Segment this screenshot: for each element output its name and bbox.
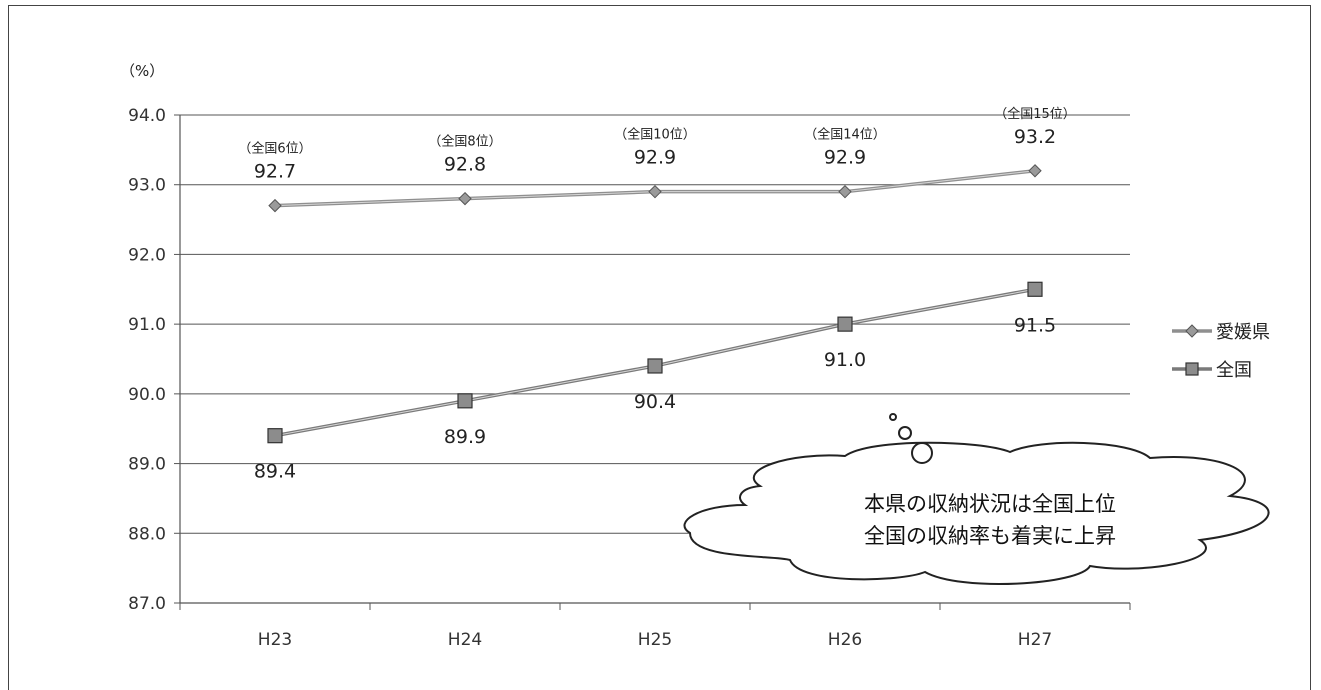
data-point-diamond (1028, 164, 1042, 178)
data-label: 90.4 (634, 391, 676, 413)
thought-bubble-small (889, 413, 897, 421)
data-label: 89.4 (254, 461, 296, 483)
data-point-square (837, 316, 853, 332)
y-tick-label: 92.0 (128, 245, 166, 265)
data-point-square (457, 393, 473, 409)
y-tick-label: 88.0 (128, 524, 166, 544)
data-label: 92.8 (444, 154, 486, 176)
data-label: 92.9 (634, 147, 676, 169)
x-tick-label: H23 (258, 630, 292, 650)
data-point-diamond (838, 184, 852, 199)
x-tick-label: H24 (448, 630, 482, 650)
y-tick-label: 89.0 (128, 455, 166, 475)
data-point-diamond (268, 198, 282, 213)
data-label: 89.9 (444, 426, 486, 448)
y-tick-label: 91.0 (128, 315, 166, 335)
x-tick-label: H25 (638, 630, 672, 650)
y-tick-label: 87.0 (128, 594, 166, 614)
axes: 87.0 88.0 89.0 90.0 91.0 92.0 93.0 94.0 H23 H24 H2… (120, 62, 1131, 650)
data-labels: 92.7 （全国6位） 92.8 （全国8位） 92.9 （全国10位） 92.9 （全国14… (238, 106, 1075, 483)
data-label: 92.7 (254, 161, 296, 183)
cloud-shape (683, 441, 1270, 586)
y-unit-label: （%） (120, 62, 164, 80)
data-point-square (1027, 281, 1043, 297)
y-tick-label: 94.0 (128, 106, 166, 126)
rank-label: （全国14位） (804, 127, 886, 143)
chart-frame (8, 5, 1311, 690)
cloud-text-line: 本県の収納状況は全国上位 (864, 492, 1116, 516)
rank-label: （全国8位） (428, 134, 501, 150)
legend-label: 全国 (1216, 360, 1252, 381)
y-tick-label: 93.0 (128, 176, 166, 196)
x-tick-label: H27 (1018, 630, 1052, 650)
x-tick-label: H26 (828, 630, 862, 650)
legend-marker-diamond (1185, 324, 1199, 338)
data-point-diamond (648, 184, 662, 199)
thought-bubble-large (911, 442, 933, 464)
data-point-square (647, 358, 663, 374)
data-label: 91.0 (824, 349, 866, 371)
data-label: 93.2 (1014, 126, 1056, 148)
rank-label: （全国15位） (994, 106, 1076, 122)
rank-label: （全国6位） (238, 141, 311, 157)
data-point-square (267, 428, 283, 444)
legend-label: 愛媛県 (1216, 322, 1270, 343)
series-lines (267, 164, 1043, 444)
data-label: 92.9 (824, 147, 866, 169)
y-tick-label: 90.0 (128, 385, 166, 405)
rank-label: （全国10位） (614, 127, 696, 143)
cloud-text-line: 全国の収納率も着実に上昇 (864, 524, 1116, 548)
legend-marker-square (1185, 362, 1199, 376)
thought-bubble-medium (898, 426, 912, 440)
gridlines (180, 114, 1130, 534)
data-point-diamond (458, 191, 472, 206)
data-label: 91.5 (1014, 314, 1056, 336)
